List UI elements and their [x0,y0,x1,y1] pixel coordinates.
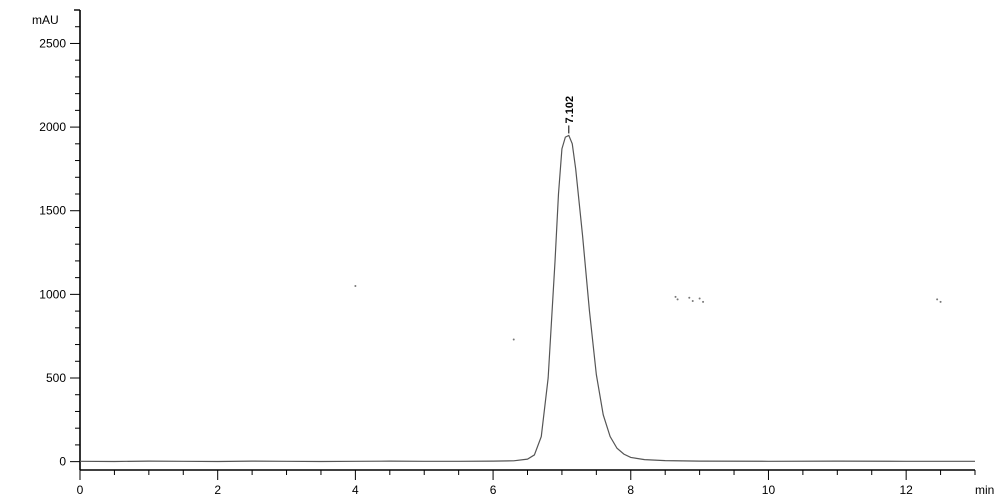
x-axis-label: min [975,483,994,497]
svg-text:10: 10 [762,483,776,497]
peak-rt-label: 7.102 [564,96,576,124]
svg-text:6: 6 [490,483,497,497]
chart-svg: 0 500 1000 1500 2000 2500 mAU 0 2 4 6 8 10 12 min 7.102 [0,0,1000,502]
chromatogram-chart: 0 500 1000 1500 2000 2500 mAU 0 2 4 6 8 10 12 min 7.102 [0,0,1000,502]
svg-text:2: 2 [214,483,221,497]
svg-text:12: 12 [899,483,913,497]
svg-text:0: 0 [59,455,66,469]
svg-text:2000: 2000 [39,120,66,134]
svg-text:4: 4 [352,483,359,497]
y-axis-label: mAU [32,13,59,27]
svg-text:8: 8 [627,483,634,497]
svg-text:500: 500 [46,371,66,385]
svg-text:1500: 1500 [39,204,66,218]
svg-text:2500: 2500 [39,36,66,50]
svg-text:1000: 1000 [39,287,66,301]
svg-text:0: 0 [77,483,84,497]
